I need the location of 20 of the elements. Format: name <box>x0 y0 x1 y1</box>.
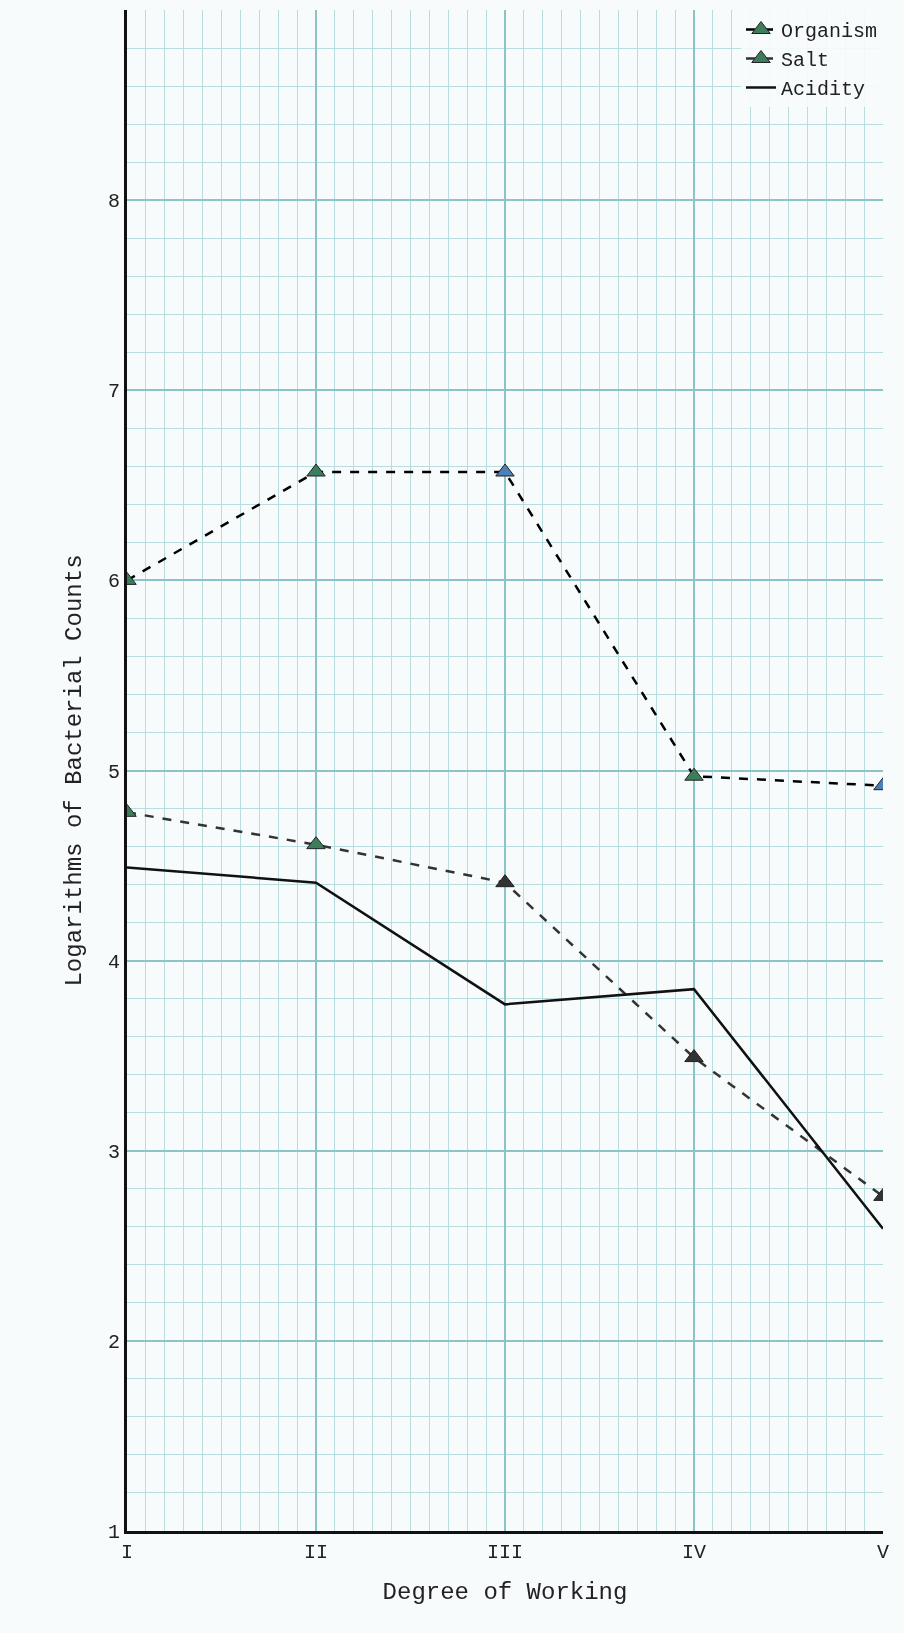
x-tick-label: II <box>303 1541 329 1564</box>
legend-label: Organism <box>781 20 878 44</box>
y-tick-label: 6 <box>107 570 120 594</box>
legend-label: Salt <box>781 49 830 73</box>
y-tick-label: 3 <box>107 1140 120 1164</box>
point <box>495 874 515 888</box>
y-tick-label: 7 <box>107 380 120 404</box>
legend-label: Acidity <box>781 78 866 102</box>
x-tick-label: III <box>486 1541 524 1564</box>
y-tick-label: 1 <box>107 1521 120 1544</box>
x-tick-label: IV <box>681 1541 707 1564</box>
x-axis-title: Degree of Working <box>382 1579 628 1607</box>
x-tick-label: I <box>120 1541 134 1564</box>
y-tick-label: 8 <box>107 190 120 214</box>
y-tick-label: 2 <box>107 1330 120 1354</box>
x-tick-label: V <box>876 1541 890 1564</box>
y-axis-title: Logarithms of Bacterial Counts <box>61 554 89 987</box>
y-tick-label: 4 <box>107 950 120 974</box>
point <box>495 463 515 477</box>
y-tick-label: 5 <box>107 760 120 784</box>
